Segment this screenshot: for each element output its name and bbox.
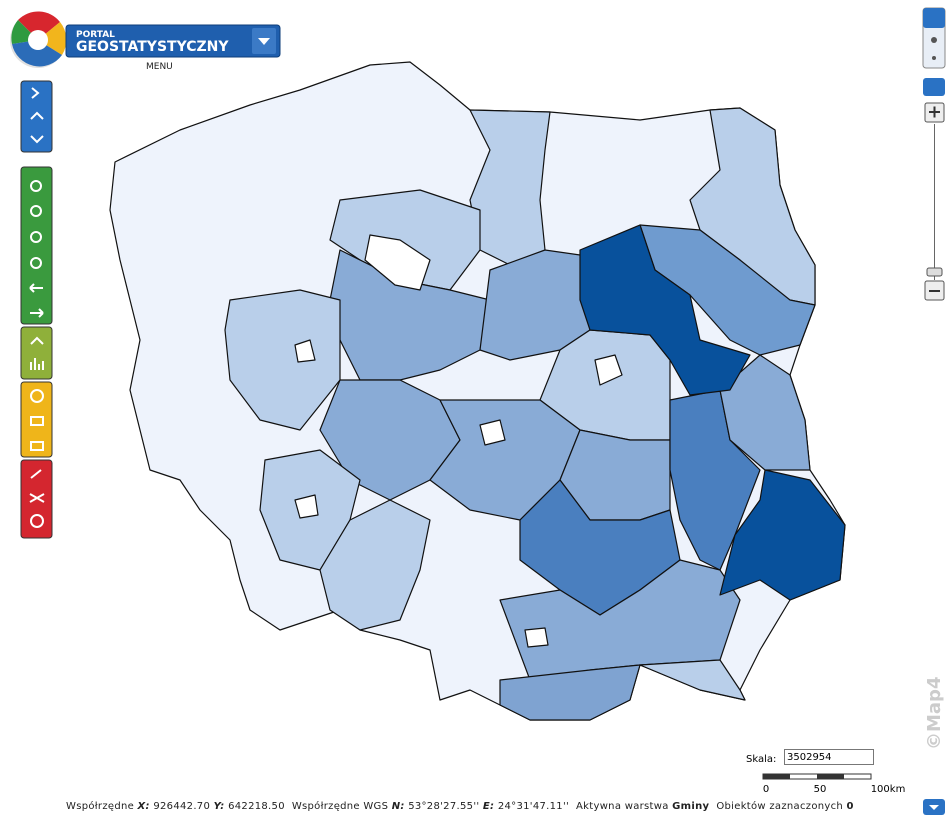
nav-toolbar [20, 80, 53, 153]
toolbar-icons [29, 87, 45, 528]
region [719, 354, 811, 471]
search-button[interactable] [923, 78, 945, 96]
help-button[interactable] [30, 514, 44, 528]
tools-toolbar [20, 166, 53, 325]
print-button[interactable] [30, 441, 44, 451]
logo-top: PORTAL [76, 30, 115, 40]
region-dark [719, 469, 846, 601]
status-text: Y: [213, 801, 225, 812]
stats-toolbar [20, 326, 53, 380]
zoom-in-button[interactable] [30, 205, 42, 217]
scale-bar [817, 774, 844, 779]
status-value: 926442.70 [153, 801, 211, 812]
expand-button[interactable] [31, 87, 40, 99]
status-bar: Współrzędne X: 926442.70 Y: 642218.50 Ws… [66, 801, 854, 812]
scale-label: Skala: [746, 754, 776, 765]
legend-button[interactable] [30, 336, 44, 345]
logo-icon [28, 30, 48, 50]
watermark: ©Map4 [924, 677, 945, 750]
back-button[interactable] [29, 283, 43, 293]
info-toolbar [20, 381, 53, 458]
status-text: E: [482, 801, 495, 812]
status-value: 642218.50 [228, 801, 285, 812]
regions [109, 61, 846, 721]
zoom-handle[interactable] [926, 267, 943, 277]
status-value: 53°28'27.55'' [408, 801, 480, 812]
region-dark [579, 224, 751, 396]
menu-label[interactable]: MENU [146, 62, 173, 72]
zoom-out-button[interactable] [30, 231, 42, 243]
tools-button[interactable] [30, 469, 42, 479]
city [294, 494, 319, 519]
toggle-arrow [929, 805, 939, 810]
language-button[interactable] [29, 493, 45, 503]
dropdown-arrow [258, 38, 270, 45]
status-text: Współrzędne WGS [291, 801, 389, 812]
region [499, 664, 641, 721]
status-text: X: [137, 801, 150, 812]
view-button[interactable] [932, 56, 936, 60]
status-value: 0 [846, 801, 854, 812]
chart-button[interactable] [30, 358, 44, 370]
region [319, 499, 431, 631]
status-text: Obiektów zaznaczonych [716, 801, 844, 812]
pan-button[interactable] [30, 180, 42, 192]
forward-button[interactable] [30, 308, 44, 318]
city [364, 234, 431, 291]
scale-tick: 100km [871, 784, 906, 795]
city [524, 627, 549, 648]
logo-icon [12, 40, 62, 67]
status-text: Współrzędne [66, 801, 135, 812]
logo-icon [38, 22, 67, 55]
status-text: Aktywna warstwa [576, 801, 669, 812]
region [224, 289, 341, 431]
status-value: Gminy [672, 801, 710, 812]
logo-main: GEOSTATYSTYCZNY [76, 39, 229, 55]
scale-input[interactable] [784, 749, 874, 765]
status-text: N: [391, 801, 405, 812]
logo-banner[interactable] [65, 24, 281, 58]
view-button[interactable] [923, 8, 945, 28]
region [469, 109, 551, 266]
scale-bar [763, 774, 790, 779]
up-button[interactable] [30, 111, 44, 120]
zoom-extent-button[interactable] [30, 257, 42, 269]
view-button[interactable] [931, 37, 937, 43]
plus [929, 106, 940, 118]
scale-tick: 0 [763, 784, 769, 795]
scale-tick: 50 [814, 784, 827, 795]
down-button[interactable] [30, 135, 44, 144]
city [479, 419, 506, 446]
logo-icon [18, 11, 60, 40]
info-button[interactable] [30, 389, 44, 403]
region [639, 659, 746, 701]
select-button[interactable] [30, 416, 44, 426]
city [594, 354, 623, 386]
status-value: 24°31'47.11'' [497, 801, 570, 812]
city [294, 339, 316, 363]
